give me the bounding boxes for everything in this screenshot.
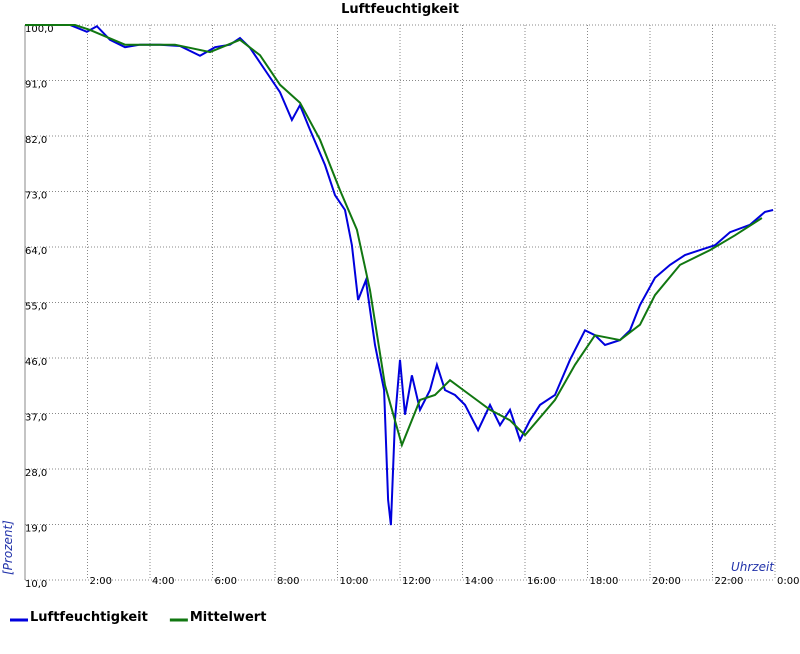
y-tick-label: 64,0	[25, 246, 47, 257]
x-tick-label: 2:00	[90, 576, 112, 587]
legend-label: Mittelwert	[190, 610, 267, 625]
x-tick-label: 10:00	[340, 576, 369, 587]
legend-label: Luftfeuchtigkeit	[30, 610, 148, 625]
y-tick-label: 82,0	[25, 135, 47, 146]
x-tick-label: 18:00	[590, 576, 619, 587]
x-axis-label: Uhrzeit	[731, 560, 775, 574]
y-tick-label: 19,0	[25, 524, 47, 535]
x-tick-label: 14:00	[465, 576, 494, 587]
y-tick-label: 100,0	[25, 24, 54, 35]
y-tick-label: 28,0	[25, 468, 47, 479]
y-tick-label: 73,0	[25, 191, 47, 202]
x-tick-label: 16:00	[527, 576, 556, 587]
data-line	[25, 24, 774, 526]
y-tick-label: 37,0	[25, 413, 47, 424]
y-tick-label: 10,0	[25, 579, 47, 590]
x-tick-label: 20:00	[652, 576, 681, 587]
chart-title: Luftfeuchtigkeit	[341, 2, 459, 17]
x-tick-label: 12:00	[402, 576, 431, 587]
x-tick-label: 0:00	[777, 576, 799, 587]
x-tick-label: 22:00	[715, 576, 744, 587]
y-tick-label: 55,0	[25, 302, 47, 313]
data-line	[25, 24, 763, 449]
x-tick-label: 6:00	[215, 576, 237, 587]
y-axis-label: [Prozent]	[1, 520, 15, 575]
x-tick-label: 4:00	[152, 576, 174, 587]
y-tick-label: 91,0	[25, 80, 47, 91]
x-tick-label: 8:00	[277, 576, 299, 587]
y-tick-label: 46,0	[25, 357, 47, 368]
